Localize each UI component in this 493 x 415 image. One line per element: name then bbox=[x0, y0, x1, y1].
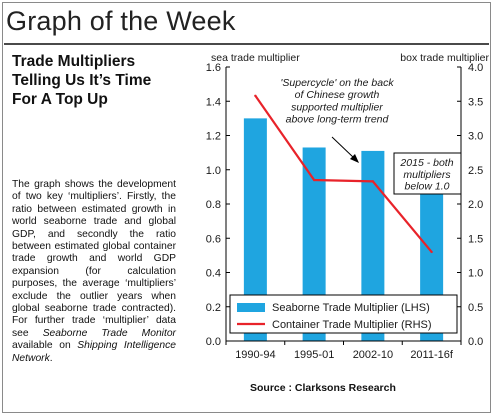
body-text: The graph shows the development of two k… bbox=[12, 179, 176, 365]
left-tick-label: 1.4 bbox=[206, 96, 221, 108]
body-text-part: available on bbox=[12, 340, 78, 352]
right-tick-label: 2.5 bbox=[468, 165, 483, 177]
annotation-text: 'Supercycle' on the back bbox=[280, 77, 394, 89]
line-point bbox=[254, 94, 257, 97]
annotation-text: of Chinese growth bbox=[295, 89, 380, 101]
x-tick-label: 2011-16f bbox=[410, 349, 454, 361]
legend-box bbox=[229, 294, 458, 334]
bar bbox=[243, 118, 267, 341]
publication-name: Seaborne Trade Monitor bbox=[42, 327, 176, 339]
legend-label: Container Trade Multiplier (RHS) bbox=[272, 319, 432, 331]
headline-line: Trade Multipliers bbox=[12, 53, 136, 70]
annotation-arrowhead bbox=[350, 154, 359, 163]
left-tick-label: 0.4 bbox=[206, 268, 221, 280]
headline: Trade Multipliers Telling Us It’s Time F… bbox=[12, 52, 202, 109]
right-tick-label: 1.5 bbox=[468, 233, 483, 245]
left-tick-label: 0.2 bbox=[206, 302, 221, 314]
bar bbox=[302, 147, 326, 341]
annotation-text: above long-term trend bbox=[286, 114, 390, 126]
x-tick-label: 2002-10 bbox=[353, 349, 393, 361]
right-tick-label: 3.5 bbox=[468, 96, 483, 108]
headline-line: Telling Us It’s Time bbox=[12, 72, 152, 89]
right-tick-label: 1.0 bbox=[468, 268, 483, 280]
left-tick-label: 0.0 bbox=[206, 336, 221, 348]
series-line bbox=[254, 95, 433, 253]
annotation-box bbox=[393, 152, 462, 195]
right-tick-label: 0.0 bbox=[468, 336, 483, 348]
body-text-part: The graph shows the development of two k… bbox=[12, 179, 176, 339]
x-tick-label: 1990-94 bbox=[235, 349, 275, 361]
left-axis-title: sea trade multiplier bbox=[211, 52, 300, 64]
legend-swatch-bar bbox=[237, 303, 265, 312]
annotation-text: multipliers bbox=[403, 169, 451, 181]
line-point bbox=[312, 178, 316, 182]
legend-label: Seaborne Trade Multiplier (LHS) bbox=[272, 302, 430, 314]
body-text-part: . bbox=[49, 352, 53, 364]
right-tick-label: 2.0 bbox=[468, 199, 483, 211]
annotation-text: below 1.0 bbox=[405, 181, 450, 193]
x-tick-label: 1995-01 bbox=[294, 349, 334, 361]
source-note: Source : Clarksons Research bbox=[250, 382, 396, 394]
left-tick-label: 0.6 bbox=[206, 233, 221, 245]
left-tick-label: 1.6 bbox=[206, 62, 221, 74]
right-tick-label: 0.5 bbox=[468, 302, 483, 314]
line-point bbox=[430, 250, 433, 254]
service-name: Shipping Intelligence Network bbox=[12, 340, 176, 364]
title-rule bbox=[4, 43, 489, 45]
page-title: Graph of the Week bbox=[6, 6, 236, 36]
headline-line: For A Top Up bbox=[12, 91, 108, 108]
annotation-text: supported multiplier bbox=[291, 101, 383, 113]
bar bbox=[361, 150, 385, 341]
right-tick-label: 3.0 bbox=[468, 131, 483, 143]
left-tick-label: 1.0 bbox=[206, 165, 221, 177]
right-axis-title: box trade multiplier bbox=[400, 52, 489, 64]
left-tick-label: 0.8 bbox=[206, 199, 221, 211]
line-point bbox=[371, 180, 375, 183]
annotation-arrow bbox=[331, 136, 355, 159]
right-tick-label: 4.0 bbox=[468, 62, 483, 74]
left-tick-label: 1.2 bbox=[206, 131, 221, 143]
annotation-text: 2015 - both bbox=[399, 157, 453, 169]
